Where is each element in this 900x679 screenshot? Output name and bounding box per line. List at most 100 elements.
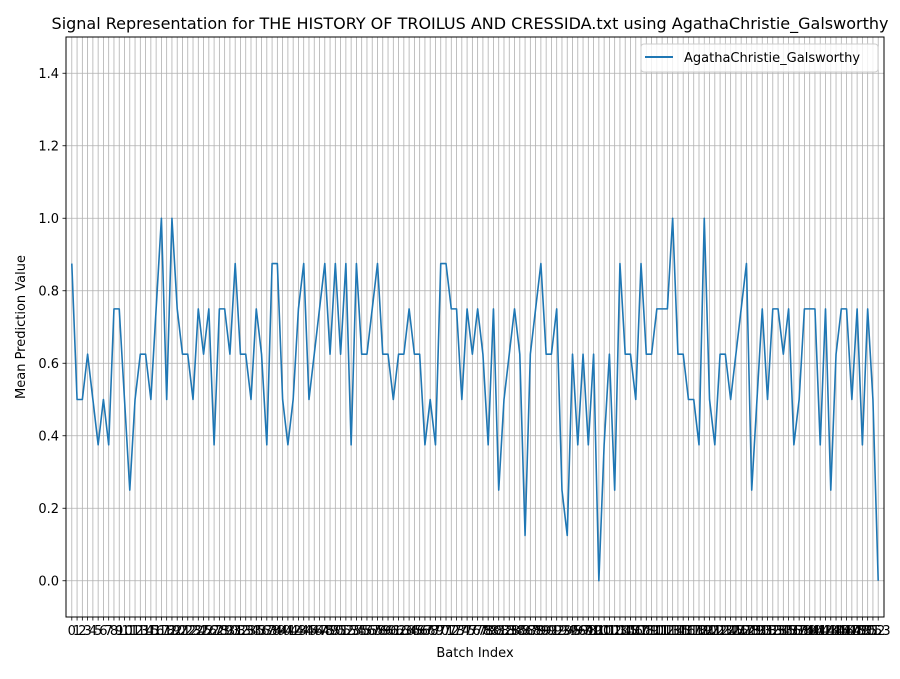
x-tick-label: 48 [317,624,334,639]
x-tick-label: 5 [94,624,102,639]
x-tick-label: 88 [527,624,544,639]
x-tick-label: 128 [734,624,759,639]
x-tick-label: 3 [83,624,91,639]
x-tick-label: 153 [866,624,891,639]
x-tick-label: 45 [301,624,318,639]
x-tick-label: 91 [543,624,560,639]
x-tick-label: 28 [211,624,228,639]
x-tick-label: 66 [411,624,428,639]
x-tick-label: 67 [417,624,434,639]
x-tick-label: 12 [127,624,144,639]
x-tick-label: 60 [380,624,397,639]
x-tick-label: 134 [766,624,791,639]
x-tick-label: 121 [697,624,722,639]
x-tick-label: 42 [285,624,302,639]
x-tick-label: 8 [110,624,118,639]
x-tick-label: 151 [855,624,880,639]
x-axis-label: Batch Index [436,646,514,661]
x-tick-label: 59 [374,624,391,639]
x-tick-label: 150 [850,624,875,639]
x-tick-label: 35 [248,624,265,639]
x-tick-label: 98 [580,624,597,639]
x-tick-label: 55 [353,624,370,639]
x-tick-label: 39 [269,624,286,639]
x-tick-label: 17 [153,624,170,639]
x-tick-label: 111 [644,624,669,639]
x-tick-label: 124 [713,624,738,639]
x-tick-label: 122 [702,624,727,639]
x-tick-label: 61 [385,624,402,639]
x-tick-label: 143 [813,624,838,639]
x-tick-label: 117 [676,624,701,639]
x-tick-label: 129 [739,624,764,639]
x-tick-label: 64 [401,624,418,639]
x-tick-label: 56 [359,624,376,639]
x-tick-label: 109 [634,624,659,639]
x-tick-label: 96 [570,624,587,639]
x-tick-label: 130 [745,624,770,639]
x-tick-label: 7 [105,624,113,639]
x-tick-label: 47 [311,624,328,639]
x-tick-label: 31 [227,624,244,639]
x-tick-label: 46 [306,624,323,639]
x-tick-label: 68 [422,624,439,639]
x-tick-label: 70 [432,624,449,639]
x-tick-label: 148 [839,624,864,639]
x-tick-label: 126 [723,624,748,639]
y-tick-label: 0.4 [38,429,59,444]
y-tick-label: 0.6 [38,357,59,372]
x-tick-label: 123 [708,624,733,639]
x-tick-label: 145 [824,624,849,639]
x-tick-label: 38 [264,624,281,639]
x-tick-label: 93 [554,624,571,639]
grid-layer [66,37,884,617]
x-tick-label: 54 [348,624,365,639]
x-tick-label: 14 [137,624,154,639]
y-axis-label: Mean Prediction Value [14,255,29,399]
x-tick-label: 30 [222,624,239,639]
x-tick-label: 32 [232,624,249,639]
x-tick-label: 29 [216,624,233,639]
x-tick-label: 107 [623,624,648,639]
x-tick-label: 110 [639,624,664,639]
x-tick-label: 89 [533,624,550,639]
x-tick-label: 65 [406,624,423,639]
x-tick-label: 41 [280,624,297,639]
x-tick-label: 118 [681,624,706,639]
x-tick-label: 135 [771,624,796,639]
y-tick-label: 1.0 [38,212,59,227]
x-tick-label: 10 [116,624,133,639]
x-tick-label: 9 [115,624,123,639]
x-tick-label: 82 [496,624,513,639]
x-tick-label: 34 [243,624,260,639]
x-tick-label: 114 [660,624,685,639]
x-tick-label: 147 [834,624,859,639]
x-tick-label: 40 [274,624,291,639]
x-tick-label: 149 [845,624,870,639]
x-tick-label: 103 [602,624,627,639]
x-tick-label: 76 [464,624,481,639]
x-tick-label: 78 [475,624,492,639]
x-tick-label: 100 [586,624,611,639]
tick-layer: 0123456789101112131415161718192021222324… [38,67,890,639]
x-tick-label: 119 [687,624,712,639]
x-tick-label: 6 [99,624,107,639]
legend-box [640,43,879,73]
x-tick-label: 137 [781,624,806,639]
x-tick-label: 146 [829,624,854,639]
x-tick-label: 104 [608,624,633,639]
x-tick-label: 131 [750,624,775,639]
x-tick-label: 105 [613,624,638,639]
x-tick-label: 53 [343,624,360,639]
x-tick-label: 43 [290,624,307,639]
x-tick-label: 19 [164,624,181,639]
x-tick-label: 44 [295,624,312,639]
x-tick-label: 86 [517,624,534,639]
x-tick-label: 18 [158,624,175,639]
x-tick-label: 90 [538,624,555,639]
x-tick-label: 95 [564,624,581,639]
x-tick-label: 92 [548,624,565,639]
x-tick-label: 132 [755,624,780,639]
